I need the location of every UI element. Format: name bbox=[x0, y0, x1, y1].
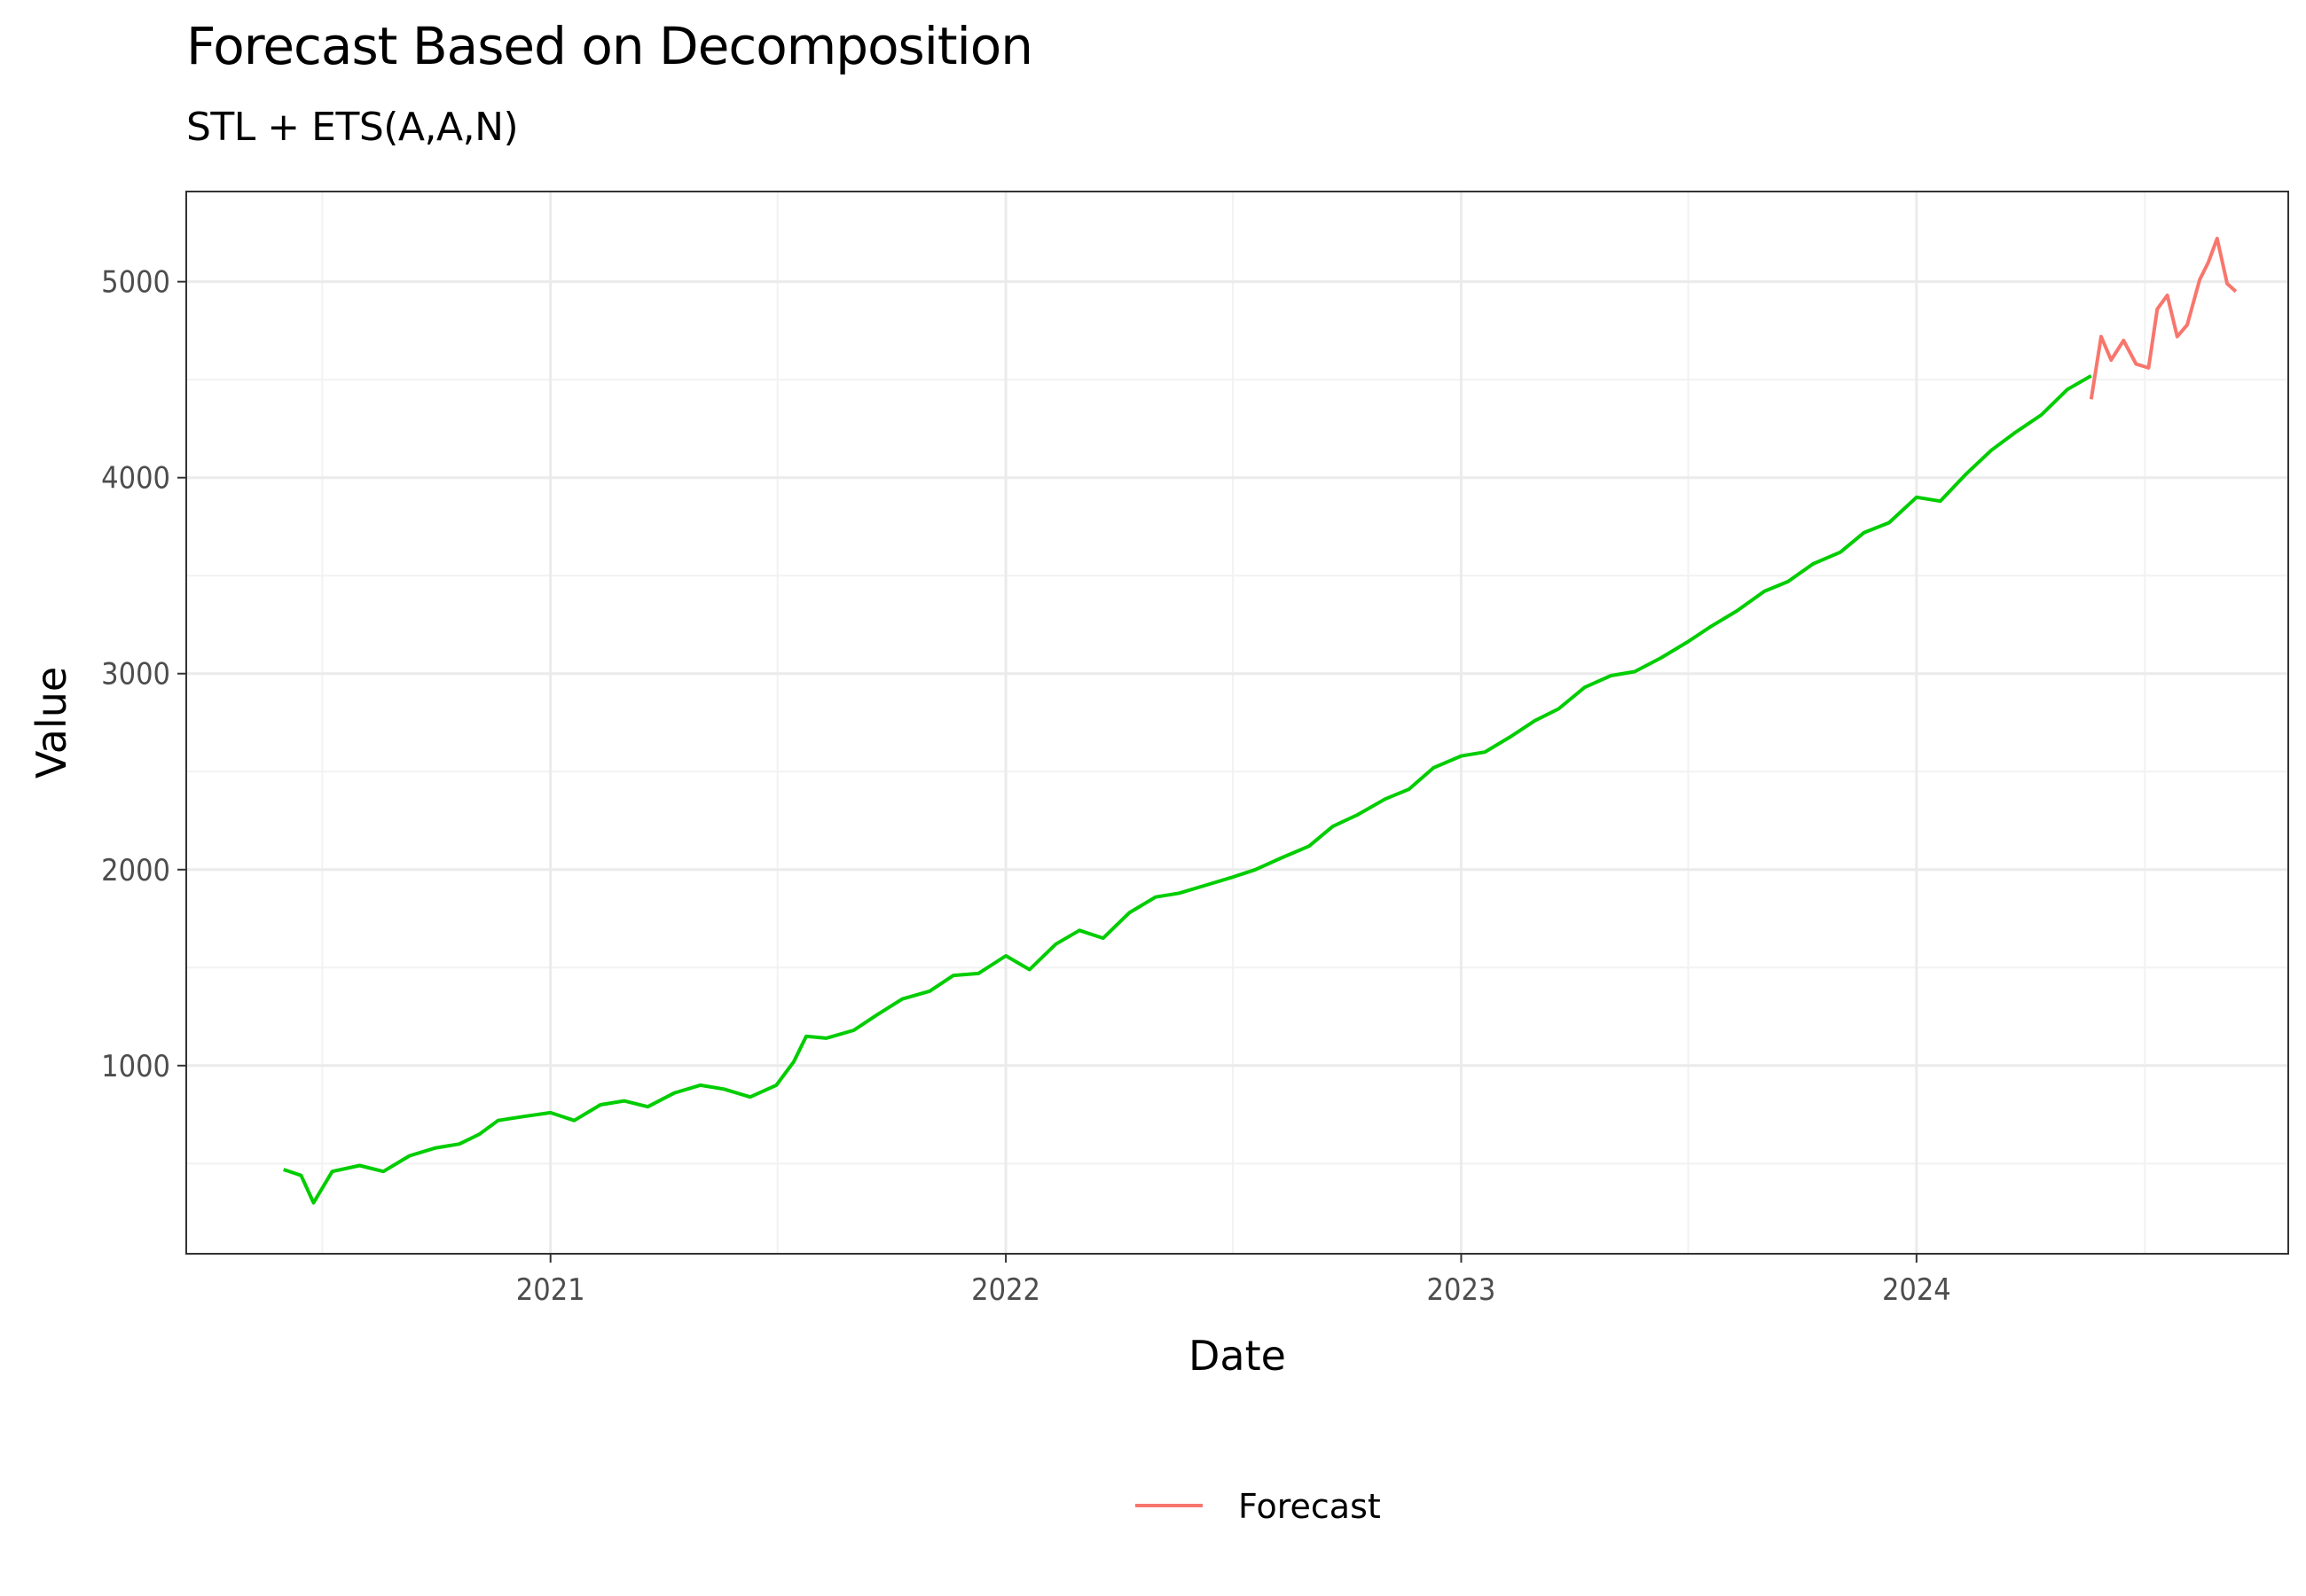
axis-ticks bbox=[177, 280, 1918, 1263]
chart-subtitle: STL + ETS(A,A,N) bbox=[186, 105, 519, 150]
series-line-forecast bbox=[2089, 237, 2238, 400]
y-tick-label: 1000 bbox=[101, 1049, 170, 1084]
tick-labels: 1000 2000 3000 4000 5000 2021 2022 2023 2024 bbox=[101, 265, 1951, 1308]
major-gridlines bbox=[186, 192, 2288, 1254]
x-tick-label: 2021 bbox=[516, 1272, 585, 1308]
y-tick-label: 2000 bbox=[101, 853, 170, 888]
x-axis-title: Date bbox=[1188, 1332, 1286, 1380]
legend: Forecast bbox=[1135, 1487, 1381, 1526]
panel-border bbox=[185, 191, 2289, 1255]
y-axis-title: Value bbox=[27, 667, 75, 778]
y-tick-label: 5000 bbox=[101, 265, 170, 301]
series-line-1 bbox=[283, 374, 2092, 1205]
legend-label-forecast: Forecast bbox=[1238, 1487, 1381, 1526]
minor-gridlines bbox=[186, 192, 2288, 1254]
x-tick-label: 2023 bbox=[1427, 1272, 1496, 1308]
x-tick-label: 2022 bbox=[971, 1272, 1040, 1308]
y-tick-label: 3000 bbox=[101, 657, 170, 692]
series-layer bbox=[283, 237, 2238, 1205]
chart-title: Forecast Based on Decomposition bbox=[186, 16, 1033, 76]
x-tick-label: 2024 bbox=[1882, 1272, 1951, 1308]
y-tick-label: 4000 bbox=[101, 461, 170, 497]
